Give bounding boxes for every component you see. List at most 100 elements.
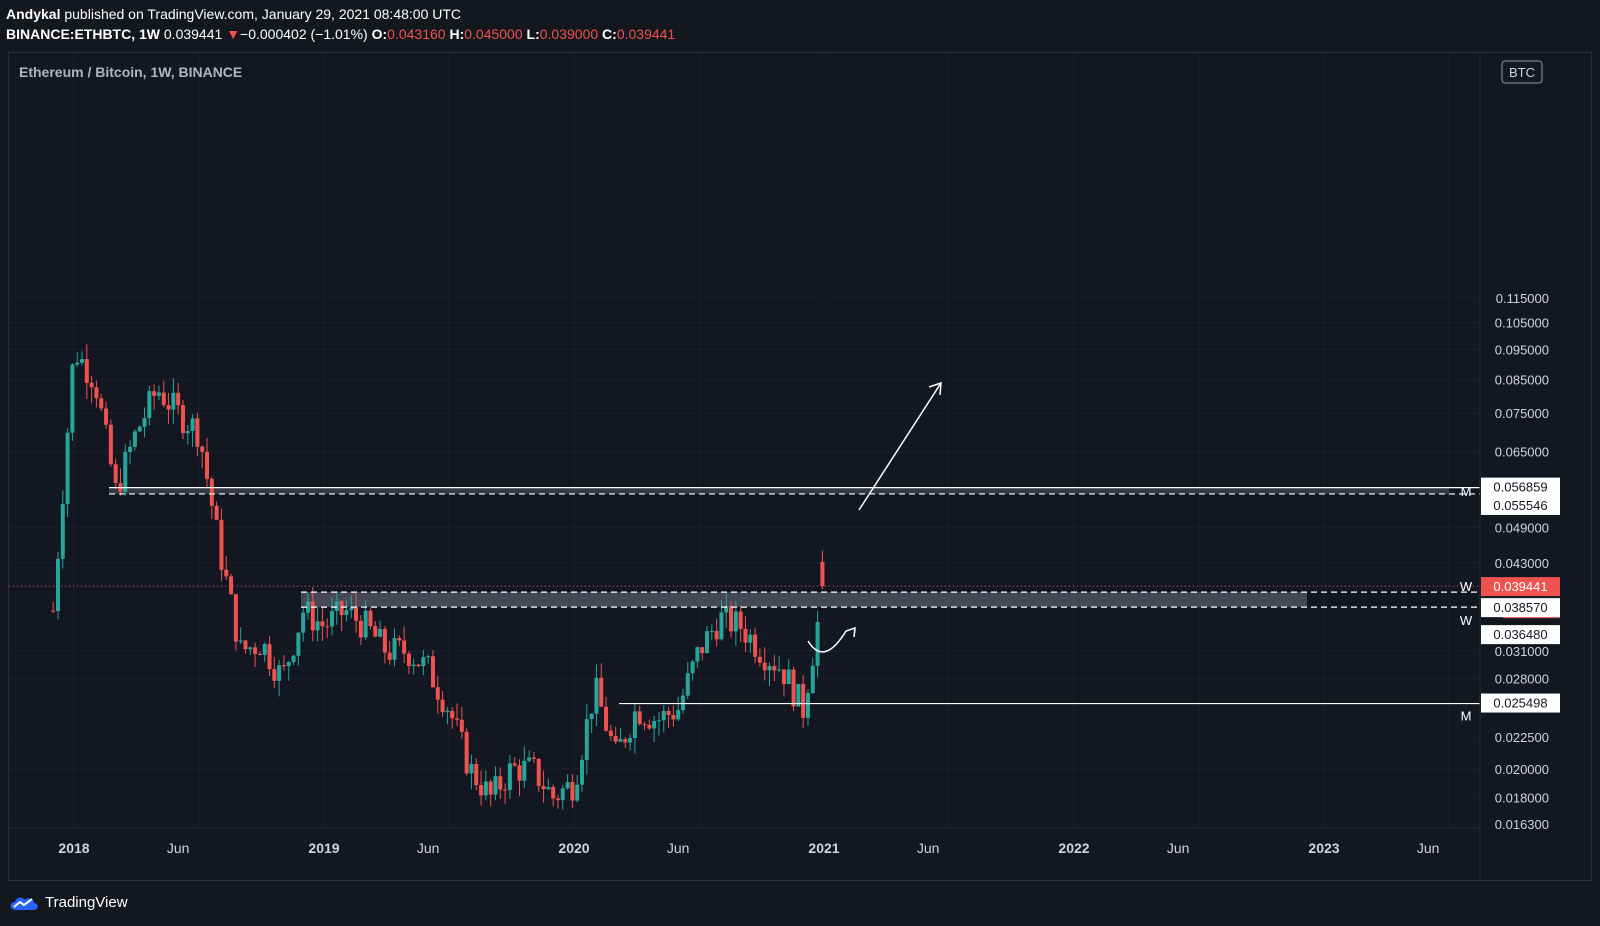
- price-badge-bg: [1481, 598, 1560, 618]
- candle-up: [334, 601, 339, 612]
- candle-up: [507, 763, 512, 791]
- candle-up: [147, 391, 152, 419]
- tradingview-cloud-icon: [10, 897, 38, 910]
- y-axis-label: 0.028000: [1495, 671, 1549, 686]
- resistance-zone-monthly: [109, 487, 1449, 494]
- candle-down: [474, 763, 479, 785]
- y-axis-label: 0.085000: [1495, 372, 1549, 387]
- currency-badge[interactable]: BTC: [1501, 60, 1543, 84]
- candle-down: [555, 798, 560, 801]
- candle-down: [166, 405, 171, 410]
- x-axis-label: 2021: [808, 840, 839, 856]
- candle-down: [310, 601, 315, 631]
- candle-down: [373, 626, 378, 637]
- candle-up: [632, 711, 637, 739]
- candle-down: [325, 626, 330, 628]
- candle-down: [387, 652, 392, 660]
- bounce-curve-arrow[interactable]: [807, 630, 847, 653]
- candle-down: [801, 683, 806, 718]
- x-axis[interactable]: 2018 Jun 2019 Jun 2020 Jun 2021 Jun 2022 Jun 2023 J…: [58, 840, 1439, 856]
- candle-up: [575, 784, 580, 801]
- open-label: O:: [371, 26, 388, 42]
- candle-down: [267, 643, 272, 670]
- close-label: C:: [602, 26, 617, 42]
- y-axis-label: 0.075000: [1495, 406, 1549, 421]
- candle-down: [233, 594, 238, 642]
- candle-down: [541, 786, 546, 790]
- candle-down: [700, 647, 705, 653]
- candle-down: [430, 656, 435, 688]
- price-badge-bg: [1481, 495, 1560, 515]
- candle-down: [368, 610, 373, 627]
- candle-up: [363, 610, 368, 638]
- candle-down: [791, 669, 796, 707]
- candle-down: [200, 446, 205, 452]
- candle-down: [464, 731, 469, 774]
- candle-up: [815, 622, 820, 666]
- price-badge-text: 0.025498: [1493, 696, 1547, 711]
- candle-up: [767, 666, 772, 671]
- low-label: L:: [526, 26, 540, 42]
- candle-up: [522, 760, 527, 781]
- candle-down: [161, 392, 166, 406]
- candle-down: [512, 763, 517, 766]
- x-axis-label: Jun: [917, 840, 940, 856]
- candle-up: [733, 611, 738, 632]
- candle-down: [781, 669, 786, 685]
- x-axis-label: 2020: [558, 840, 589, 856]
- candle-down: [714, 630, 719, 640]
- x-axis-label: Jun: [1417, 840, 1440, 856]
- candle-down: [613, 735, 618, 742]
- candle-down: [604, 706, 609, 731]
- candle-up: [656, 720, 661, 722]
- candle-down: [570, 782, 575, 801]
- candle-down: [89, 382, 94, 388]
- candle-up: [426, 656, 431, 658]
- candle-down: [219, 519, 224, 570]
- y-axis-label: 0.022500: [1495, 730, 1549, 745]
- price-badge-bg: [1481, 577, 1560, 597]
- author-name[interactable]: Andykal: [6, 6, 61, 22]
- chart-frame[interactable]: M W W M Ethereum / Bitcoin, 1W, BINANCE 0.1…: [8, 52, 1592, 881]
- y-axis[interactable]: 0.115000 0.105000 0.095000 0.085000 0.075000…: [1495, 291, 1549, 832]
- x-axis-label: 2019: [308, 840, 339, 856]
- candle-down: [455, 718, 460, 720]
- high-value: 0.045000: [464, 26, 523, 42]
- candle-up: [156, 392, 161, 396]
- chart-header: Andykal published on TradingView.com, Ja…: [6, 4, 675, 44]
- candle-down: [772, 666, 777, 671]
- candle-down: [397, 638, 402, 641]
- candle-up: [652, 720, 657, 729]
- candle-up: [344, 610, 349, 615]
- candle-down: [637, 711, 642, 725]
- candle-up: [70, 364, 75, 433]
- candle-up: [315, 621, 320, 631]
- candle-down: [671, 715, 676, 720]
- support-zone-weekly: [301, 592, 1307, 608]
- candle-down: [753, 634, 758, 657]
- price-badge-text: 0.036480: [1493, 627, 1547, 642]
- x-axis-label: Jun: [417, 840, 440, 856]
- candle-down: [224, 569, 229, 577]
- tradingview-logo-text[interactable]: TradingView: [45, 893, 128, 911]
- y-axis-label: 0.016300: [1495, 817, 1549, 832]
- candle-down: [358, 620, 363, 638]
- price-chart[interactable]: M W W M Ethereum / Bitcoin, 1W, BINANCE 0.1…: [9, 53, 1591, 880]
- x-axis-label: 2023: [1308, 840, 1339, 856]
- candle-down: [608, 730, 613, 736]
- projection-arrow[interactable]: [858, 382, 942, 511]
- candle-up: [190, 418, 195, 432]
- candle-up: [680, 695, 685, 711]
- candle-up: [483, 781, 488, 796]
- candle-down: [382, 628, 387, 653]
- candle-down: [599, 677, 604, 707]
- candle-down: [666, 710, 671, 716]
- candle-up: [810, 665, 815, 694]
- candle-up: [421, 657, 426, 667]
- price-change: −0.000402 (−1.01%): [240, 26, 368, 42]
- footer: TradingView: [8, 893, 128, 911]
- level-tag: M: [1461, 709, 1472, 724]
- level-tag: W: [1460, 613, 1473, 628]
- candles-layer: [51, 344, 825, 810]
- ohlc-line: BINANCE:ETHBTC, 1W 0.039441 ▼−0.000402 (…: [6, 24, 675, 44]
